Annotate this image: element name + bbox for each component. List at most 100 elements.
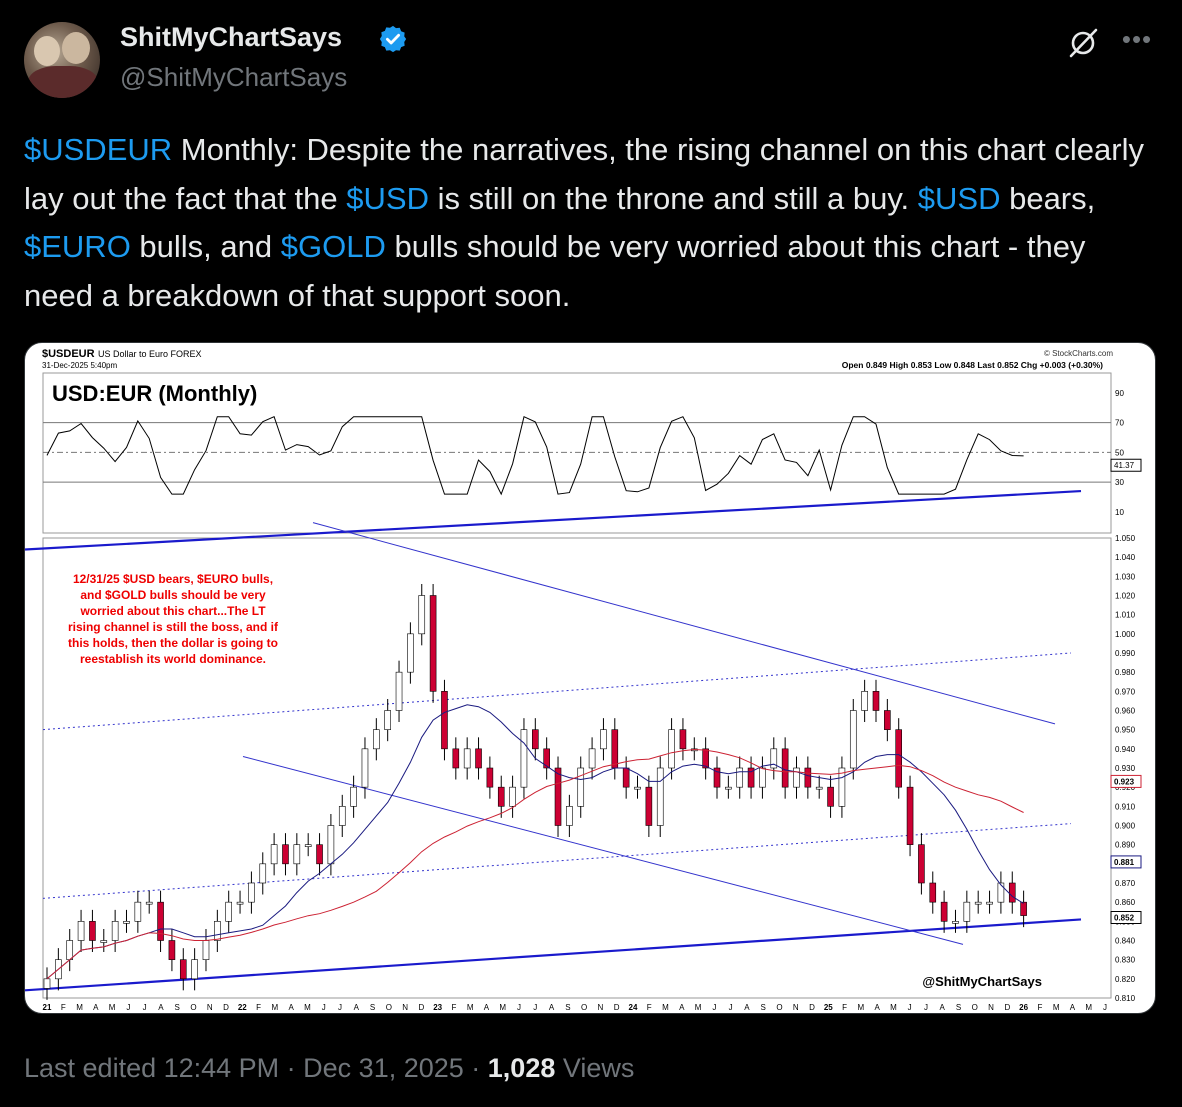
chart-image[interactable]: $USDEUR US Dollar to Euro FOREX 31-Dec-202… [24,342,1156,1014]
candle-body [906,786,914,845]
candle-body [134,901,142,922]
x-tick-label: M [304,1003,311,1012]
display-name[interactable]: ShitMyChartSays [120,22,343,52]
candle-body [361,748,369,788]
x-tick-label: A [679,1003,685,1012]
candle-body [475,748,482,769]
ma-long-value-badge: 0.881 [1114,858,1135,867]
x-tick-label: A [549,1003,555,1012]
x-tick-label: D [418,1003,424,1012]
avatar[interactable] [24,22,100,98]
candle-body [111,921,119,941]
price-tick-label: 0.950 [1115,726,1136,735]
candle-body [872,691,880,711]
cashtag-link[interactable]: $USD [346,180,429,216]
tweet-text: $USDEUR Monthly: Despite the narratives,… [24,126,1154,320]
candle-body [588,748,596,769]
x-tick-label: J [712,1003,716,1012]
candle-body [407,633,414,673]
x-tick-label: J [924,1003,928,1012]
candle-body [1020,901,1027,916]
price-tick-label: 0.910 [1115,802,1136,811]
rsi-tick-label: 10 [1115,508,1124,517]
annotation-line: reestablish its world dominance. [80,652,266,666]
cashtag-link[interactable]: $GOLD [280,229,386,264]
x-tick-label: F [61,1003,66,1012]
annotation-line: rising channel is still the boss, and if [68,620,279,634]
price-tick-label: 0.860 [1115,898,1136,907]
x-tick-label: A [744,1003,750,1012]
x-tick-label: M [1053,1003,1060,1012]
x-tick-label: M [662,1003,669,1012]
x-tick-label: D [223,1003,229,1012]
handle[interactable]: @ShitMyChartSays [120,62,348,92]
candle-body [270,844,278,865]
ma-long-line [46,748,1024,980]
x-tick-label: O [386,1003,392,1012]
candle-body [520,729,528,788]
x-tick-label: M [272,1003,279,1012]
x-tick-label: A [1070,1003,1076,1012]
candle-body [804,767,812,788]
edited-timestamp[interactable]: Last edited 12:44 PM · Dec 31, 2025 · [24,1053,488,1083]
candle-body [225,901,232,922]
price-tick-label: 1.050 [1115,534,1136,543]
rsi-tick-label: 30 [1115,478,1124,487]
tweet-text-segment: is still on the throne and still a buy. [428,180,918,216]
candle-body [259,863,267,884]
candle-body [770,748,778,769]
x-tick-label: M [76,1003,83,1012]
candle-body [338,806,346,826]
last-value-badge-box [1110,911,1142,924]
cashtag-link[interactable]: $USDEUR [24,132,173,167]
channel-dotted-line [42,823,1072,899]
annotation-line: this holds, then the dollar is going to [68,636,278,650]
x-tick-label: A [940,1003,946,1012]
candle-body [781,748,789,788]
price-tick-label: 0.840 [1115,937,1136,946]
x-tick-label: S [956,1003,961,1012]
candle-body [577,767,585,807]
usdeur-chart: $USDEUR US Dollar to Euro FOREX 31-Dec-202… [25,348,1142,1012]
candle-body [838,767,846,807]
x-tick-label: F [647,1003,652,1012]
lt-resistance-line [25,489,1082,551]
chart-symbol: $USDEUR [42,348,95,360]
candle-body [316,844,323,865]
candle-body [77,921,85,941]
channel-dotted-line [42,652,1072,731]
candle-body [884,710,891,730]
x-tick-label: N [402,1003,408,1012]
ma-long-value-badge-box [1110,855,1142,869]
cashtag-link[interactable]: $USD [917,180,1001,216]
price-tick-label: 0.980 [1115,668,1136,677]
cashtag-link[interactable]: $EURO [24,229,131,264]
candle-body [463,748,471,769]
rsi-tick-label: 90 [1115,389,1124,398]
annotation-line: 12/31/25 $USD bears, $EURO bulls, [73,572,273,586]
more-icon[interactable]: ••• [1121,24,1153,54]
x-tick-label: D [1004,1003,1010,1012]
candle-body [179,959,187,980]
x-tick-label: F [842,1003,847,1012]
candle-body [327,825,335,865]
price-tick-label: 0.940 [1115,745,1136,754]
candle-body [66,940,74,960]
price-tick-label: 0.970 [1115,687,1136,696]
tweet-text-segment: bears, [1000,180,1096,216]
candle-body [418,595,426,635]
x-tick-label: 23 [433,1003,442,1012]
x-tick-label: 22 [238,1003,247,1012]
candle-body [929,882,937,903]
chart-credit: @ShitMyChartSays [922,974,1042,989]
x-tick-label: M [499,1003,506,1012]
candle-body [293,844,301,865]
candle-body [304,844,312,847]
falling-channel-top [312,522,1056,725]
candle-body [123,921,130,924]
grok-icon[interactable] [1066,26,1100,60]
x-tick-label: A [158,1003,164,1012]
x-tick-label: 26 [1019,1003,1028,1012]
candle-body [634,786,641,790]
candle-body [282,844,289,865]
